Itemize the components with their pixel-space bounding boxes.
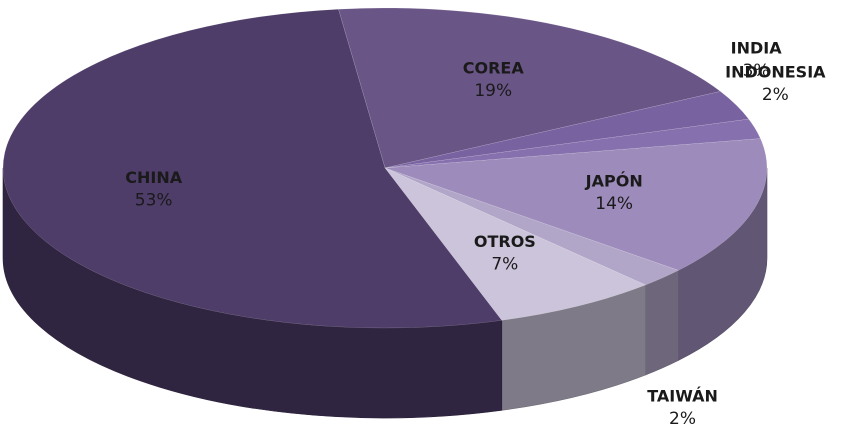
slice-name: JAPÓN xyxy=(585,172,643,191)
slice-name: CHINA xyxy=(125,168,182,187)
slice-name: INDIA xyxy=(731,38,783,57)
slice-name: INDONESIA xyxy=(725,62,826,81)
slice-value-label: 14% xyxy=(595,194,633,214)
slice-value-label: 7% xyxy=(491,255,518,275)
slice xyxy=(338,7,721,169)
slice xyxy=(384,167,679,286)
slice-value-label: 3% xyxy=(743,61,770,81)
slice-name: COREA xyxy=(463,58,525,77)
slice-name: TAIWÁN xyxy=(647,386,718,405)
slice-side xyxy=(645,269,679,376)
slice xyxy=(384,118,761,169)
slice-side xyxy=(2,167,503,419)
slice xyxy=(384,138,768,271)
slice-value-label: 2% xyxy=(669,409,696,429)
slice xyxy=(2,8,503,329)
slice-name: OTROS xyxy=(474,232,536,251)
slice-value-label: 2% xyxy=(762,85,789,105)
slice-value-label: 53% xyxy=(135,190,173,210)
slice xyxy=(384,91,750,169)
slice-value-label: 19% xyxy=(474,81,512,101)
slice xyxy=(384,167,647,321)
